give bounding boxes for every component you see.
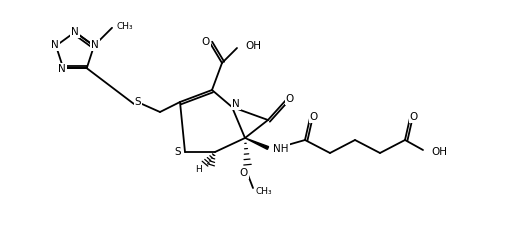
Text: CH₃: CH₃: [256, 187, 272, 196]
Text: N: N: [58, 64, 66, 74]
Text: S: S: [175, 147, 181, 157]
Text: CH₃: CH₃: [116, 22, 133, 31]
Text: O: O: [202, 37, 210, 47]
Text: N: N: [71, 27, 79, 37]
Text: S: S: [135, 97, 141, 107]
Text: O: O: [286, 94, 294, 104]
Text: O: O: [240, 168, 248, 178]
Text: NH: NH: [273, 144, 288, 154]
Text: O: O: [310, 112, 318, 122]
Text: H: H: [196, 165, 202, 174]
Text: N: N: [51, 40, 59, 50]
Text: N: N: [91, 40, 99, 50]
Text: OH: OH: [431, 147, 447, 157]
Text: N: N: [232, 99, 240, 109]
Text: OH: OH: [245, 41, 261, 51]
Text: O: O: [410, 112, 418, 122]
Polygon shape: [245, 138, 269, 149]
